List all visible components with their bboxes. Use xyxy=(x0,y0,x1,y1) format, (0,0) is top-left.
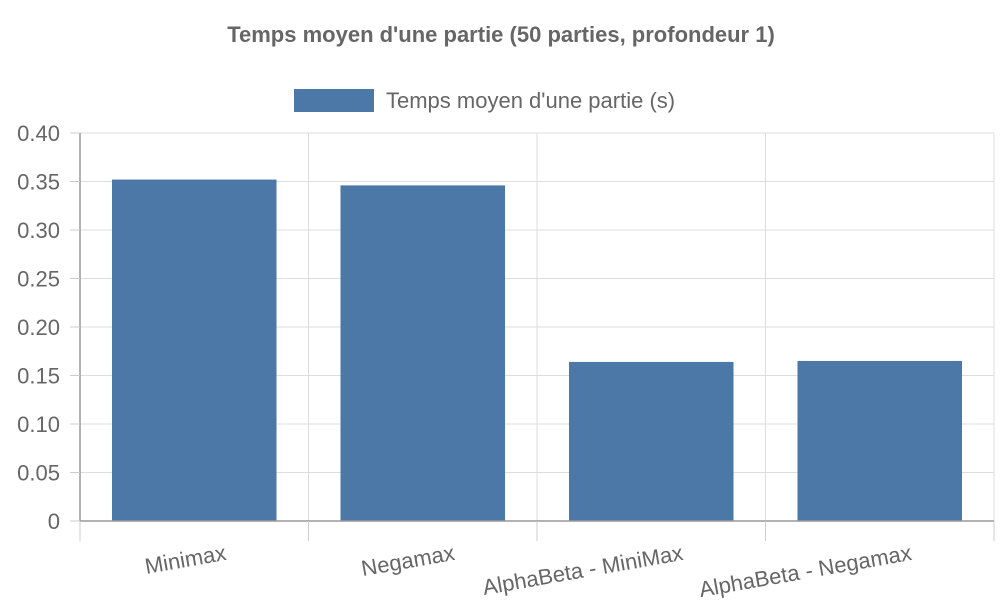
y-tick-label: 0 xyxy=(48,509,60,534)
y-tick-label: 0.25 xyxy=(17,267,60,292)
bar xyxy=(111,179,277,521)
y-tick-label: 0.20 xyxy=(17,315,60,340)
y-tick-label: 0.10 xyxy=(17,412,60,437)
y-tick-label: 0.40 xyxy=(17,121,60,146)
y-tick-label: 0.35 xyxy=(17,170,60,195)
y-tick-label: 0.30 xyxy=(17,218,60,243)
chart-title: Temps moyen d'une partie (50 parties, pr… xyxy=(227,22,775,47)
bars xyxy=(111,179,963,521)
bar xyxy=(568,361,734,521)
y-axis-ticks: 0 0.05 0.10 0.15 0.20 0.25 0.30 0.35 0.40 xyxy=(17,121,80,534)
legend[interactable]: Temps moyen d'une partie (s) xyxy=(294,88,675,113)
x-tick-label: AlphaBeta - MiniMax xyxy=(481,540,685,600)
x-tick-label: AlphaBeta - Negamax xyxy=(697,540,913,600)
y-tick-label: 0.15 xyxy=(17,364,60,389)
bar xyxy=(340,185,506,521)
legend-swatch xyxy=(294,89,374,112)
x-tick-label: Negamax xyxy=(359,540,456,581)
y-tick-label: 0.05 xyxy=(17,461,60,486)
bar xyxy=(797,360,963,521)
x-axis-ticks: Minimax Negamax AlphaBeta - MiniMax AlphaBe… xyxy=(79,521,995,600)
x-tick-label: Minimax xyxy=(143,540,228,579)
legend-label: Temps moyen d'une partie (s) xyxy=(386,88,675,113)
